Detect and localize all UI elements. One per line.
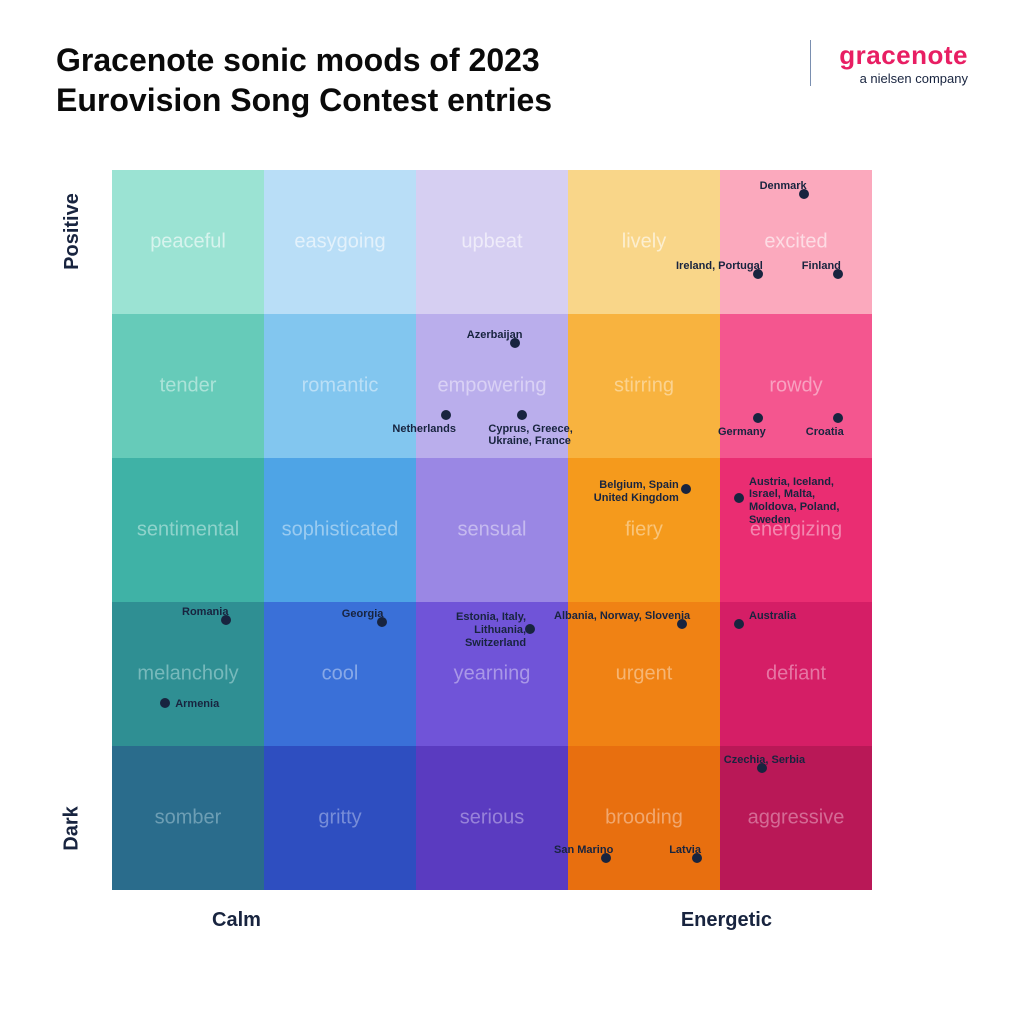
data-point-dot	[441, 410, 451, 420]
data-point-label: Romania	[182, 606, 228, 619]
data-point-label: Belgium, SpainUnited Kingdom	[594, 479, 679, 504]
brand-name: gracenote	[839, 40, 968, 71]
page-title: Gracenote sonic moods of 2023 Eurovision…	[56, 40, 696, 120]
data-point-label: San Marino	[554, 844, 613, 857]
data-point-dot	[517, 410, 527, 420]
y-axis-top-label: Positive	[61, 193, 84, 270]
y-axis: Positive Dark	[52, 170, 92, 890]
mood-chart: Positive Dark peacefuleasygoingupbeatliv…	[112, 170, 872, 890]
y-axis-bottom-label: Dark	[61, 806, 84, 850]
data-point-label: Latvia	[669, 844, 701, 857]
data-point-label: Austria, Iceland,Israel, Malta,Moldova, …	[749, 476, 839, 527]
x-axis-right-label: Energetic	[681, 909, 772, 932]
data-point-dot	[734, 619, 744, 629]
data-point-dot	[681, 484, 691, 494]
data-point-label: Albania, Norway, Slovenia	[554, 610, 690, 623]
brand-subtitle: a nielsen company	[839, 71, 968, 86]
data-point-label: Cyprus, Greece,Ukraine, France	[488, 423, 572, 448]
data-point-label: Germany	[718, 426, 766, 439]
data-point-label: Australia	[749, 610, 796, 623]
data-point-label: Georgia	[342, 608, 384, 621]
data-point-dot	[160, 698, 170, 708]
data-point-label: Estonia, Italy,Lithuania,Switzerland	[456, 611, 526, 649]
x-axis: Calm Energetic	[112, 909, 872, 932]
data-point-label: Netherlands	[392, 423, 456, 436]
data-point-label: Denmark	[760, 180, 807, 193]
data-points-layer: Denmark Ireland, Portugal Finland Azerbaija…	[112, 170, 872, 890]
data-point-dot	[833, 413, 843, 423]
brand-block: gracenote a nielsen company	[810, 40, 968, 86]
data-point-label: Czechia, Serbia	[724, 754, 805, 767]
data-point-label: Azerbaijan	[467, 329, 523, 342]
data-point-label: Armenia	[175, 698, 219, 711]
data-point-label: Ireland, Portugal	[676, 260, 763, 273]
data-point-dot	[753, 413, 763, 423]
data-point-label: Croatia	[806, 426, 844, 439]
x-axis-left-label: Calm	[212, 909, 261, 932]
data-point-label: Finland	[802, 260, 841, 273]
data-point-dot	[525, 624, 535, 634]
data-point-dot	[734, 493, 744, 503]
